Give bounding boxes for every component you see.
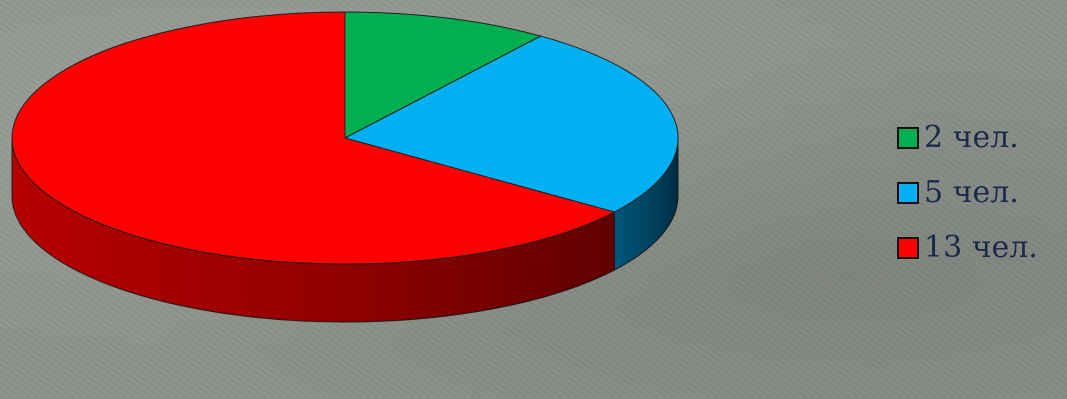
- legend-item: 13 чел.: [897, 228, 1038, 268]
- legend-item: 5 чел.: [897, 173, 1038, 213]
- pie-slices: [11, 11, 679, 265]
- pie-side-shade-2: [12, 138, 615, 322]
- pie-slice-0: [344, 11, 543, 139]
- legend-swatch-blue: [897, 182, 919, 204]
- legend-item: 2 чел.: [897, 118, 1038, 158]
- pie-side-shade-1: [614, 138, 678, 271]
- legend-swatch-green: [897, 127, 919, 149]
- legend-label: 13 чел.: [924, 230, 1038, 265]
- pie-slice-1: [343, 35, 679, 213]
- legend-swatch-red: [897, 237, 919, 259]
- legend-label: 5 чел.: [924, 175, 1019, 210]
- legend: 2 чел. 5 чел. 13 чел.: [897, 118, 1038, 283]
- pie-slice-2: [11, 11, 616, 265]
- legend-label: 2 чел.: [924, 120, 1019, 155]
